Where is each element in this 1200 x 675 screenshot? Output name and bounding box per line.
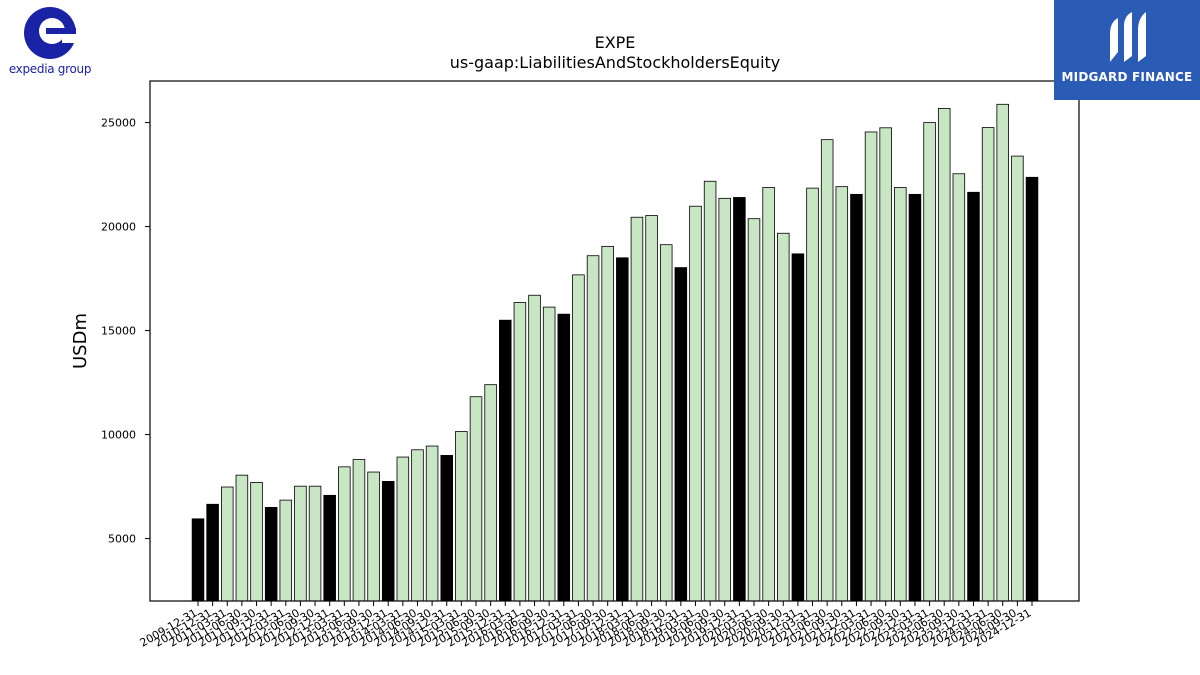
bar-2021-09-30 [835, 186, 849, 602]
bar-2019-09-30 [718, 197, 731, 602]
bar-2020-12-31 [791, 253, 805, 602]
y-tick-label: 20000 [101, 221, 136, 234]
bar-2015-06-30 [469, 396, 483, 602]
bar-2017-12-31 [616, 257, 629, 602]
chart-subtitle: us-gaap:LiabilitiesAndStockholdersEquity [450, 53, 781, 72]
bar-2015-09-30 [484, 384, 497, 602]
expedia-logo-text: expedia group [8, 62, 92, 76]
bars-group [191, 103, 1039, 602]
y-tick-label: 15000 [101, 325, 136, 338]
bar-2024-09-30 [1011, 155, 1024, 602]
bar-2020-03-31 [747, 218, 761, 602]
bar-2013-06-30 [352, 459, 366, 602]
bar-2016-06-30 [528, 294, 541, 602]
bar-2013-12-31 [381, 480, 395, 602]
bar-2019-12-31 [733, 197, 746, 602]
plot-frame [149, 80, 1080, 602]
bar-2011-12-31 [264, 506, 278, 602]
bar-2016-12-31 [557, 313, 571, 602]
chart-title: EXPE [595, 33, 636, 52]
bar-2023-12-31 [967, 191, 980, 602]
bar-2017-09-30 [601, 245, 614, 602]
bar-2018-06-30 [645, 215, 658, 602]
bar-2019-06-30 [703, 180, 717, 602]
bar-2011-06-30 [235, 474, 249, 602]
bar-2014-09-30 [425, 445, 439, 602]
bar-2014-06-30 [411, 449, 424, 602]
bar-2017-03-31 [572, 274, 585, 602]
bar-2011-09-30 [250, 482, 263, 602]
bar-2020-09-30 [777, 232, 790, 602]
bar-2012-12-31 [323, 494, 336, 602]
bar-2015-12-31 [499, 319, 512, 602]
bar-2018-09-30 [659, 244, 673, 602]
bar-2022-09-30 [894, 187, 907, 602]
midgard-finance-logo: MIDGARD FINANCE [1054, 0, 1200, 100]
midgard-m-icon [1110, 12, 1146, 62]
bar-2011-03-31 [221, 486, 234, 602]
bar-2021-03-31 [806, 187, 819, 602]
bar-2018-03-31 [630, 216, 644, 602]
bar-2012-09-30 [308, 485, 322, 602]
y-axis-label: USDm [70, 313, 91, 369]
bar-2023-03-31 [923, 122, 936, 602]
bar-2016-03-31 [513, 302, 527, 602]
bar-2013-03-31 [338, 466, 351, 602]
y-axis: 5000 10000 15000 20000 25000 [101, 117, 150, 546]
bar-2024-06-30 [996, 103, 1009, 602]
bar-2023-06-30 [937, 108, 951, 602]
bar-2017-06-30 [586, 255, 600, 602]
bar-2023-09-30 [952, 173, 966, 602]
bar-2022-03-31 [864, 131, 878, 602]
y-tick-label: 10000 [101, 429, 136, 442]
bar-2019-03-31 [689, 205, 702, 602]
midgard-logo-text: MIDGARD FINANCE [1061, 70, 1193, 84]
bar-2024-12-31 [1025, 176, 1039, 602]
bar-2021-12-31 [850, 193, 863, 602]
bar-2012-03-31 [279, 499, 293, 602]
y-tick-label: 25000 [101, 117, 136, 130]
expedia-group-logo: expedia group [2, 4, 98, 78]
bar-2018-12-31 [674, 267, 688, 602]
expedia-e-icon [24, 7, 78, 59]
bar-2014-12-31 [440, 454, 453, 602]
bar-2021-06-30 [820, 139, 834, 602]
bar-2012-06-30 [294, 485, 307, 602]
bar-2024-03-31 [981, 127, 995, 602]
bar-2013-09-30 [367, 471, 380, 602]
bar-2014-03-31 [396, 456, 410, 602]
bar-2016-09-30 [542, 306, 556, 602]
bar-2022-12-31 [908, 193, 922, 602]
bar-2010-12-31 [206, 503, 219, 602]
y-tick-label: 5000 [108, 533, 136, 546]
x-axis: 2009-12-312010-12-312011-03-312011-06-30… [138, 601, 1034, 650]
bar-2015-03-31 [455, 431, 468, 602]
bar-2009-12-31 [191, 518, 205, 602]
bar-2022-06-30 [879, 127, 892, 602]
bar-2020-06-30 [762, 187, 775, 602]
